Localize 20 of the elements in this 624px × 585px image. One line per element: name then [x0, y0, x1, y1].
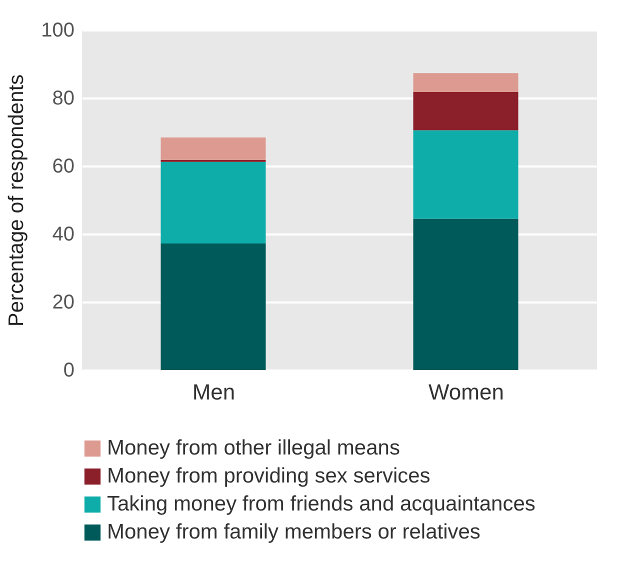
- y-tick-label: 40: [52, 224, 74, 246]
- y-axis-title: Percentage of respondents: [5, 74, 28, 327]
- legend-label: Money from other illegal means: [107, 436, 400, 460]
- y-tick-label: 0: [63, 360, 74, 382]
- y-tick-label: 80: [52, 88, 74, 110]
- y-tick-label: 60: [52, 156, 74, 178]
- bar: [413, 130, 518, 219]
- bar: [160, 162, 266, 244]
- legend-label: Money from providing sex services: [107, 464, 430, 488]
- x-tick-label: Men: [192, 380, 236, 404]
- bar: [160, 244, 266, 370]
- legend-label: Money from family members or relatives: [107, 520, 480, 544]
- x-tick-label: Women: [428, 380, 504, 404]
- y-tick-label: 100: [41, 20, 74, 42]
- bar: [413, 92, 518, 130]
- y-tick-label: 20: [52, 292, 74, 314]
- bar: [413, 73, 518, 92]
- bar: [413, 218, 518, 370]
- bar: [160, 137, 266, 160]
- legend-label: Taking money from friends and acquaintances: [107, 492, 536, 516]
